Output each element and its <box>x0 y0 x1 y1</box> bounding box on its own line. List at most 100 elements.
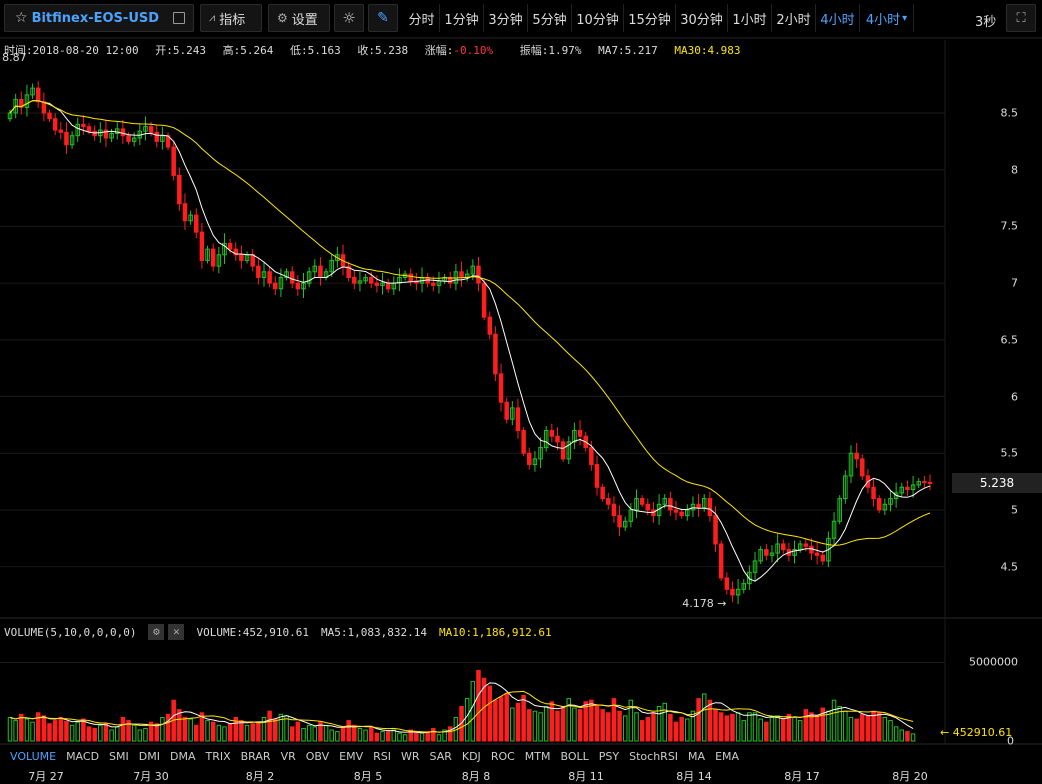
volume-bar <box>498 696 504 742</box>
ohlc-ma7: MA7:5.217 <box>598 44 658 57</box>
draw-tool-button[interactable]: ✎ <box>368 4 398 32</box>
volume-bar <box>606 712 611 742</box>
volume-current-label: ← 452910.61 <box>940 726 1013 739</box>
candle-body <box>481 282 487 318</box>
indicator-tab[interactable]: StochRSI <box>629 749 679 763</box>
candle-body <box>848 452 854 477</box>
indicator-tab[interactable]: PSY <box>598 749 620 763</box>
volume-bar <box>758 718 763 742</box>
indicator-tab[interactable]: EMA <box>715 749 740 763</box>
indicator-tab[interactable]: RSI <box>373 749 391 763</box>
indicator-tab[interactable]: VOLUME <box>10 749 57 763</box>
candle-body <box>690 503 696 511</box>
candle-body <box>820 554 826 562</box>
volume-bar <box>899 729 905 742</box>
volume-bar <box>854 718 859 742</box>
indicator-tab[interactable]: MA <box>688 749 706 763</box>
period-tab[interactable]: 10分钟 <box>572 4 624 32</box>
candle-body <box>154 131 159 142</box>
period-tab[interactable]: 4小时 ▾ <box>860 4 914 32</box>
indicator-tab[interactable]: BRAR <box>240 749 271 763</box>
volume-bar <box>143 727 148 742</box>
period-tab[interactable]: 2小时 <box>772 4 816 32</box>
volume-bar <box>848 716 854 742</box>
edit-icon[interactable] <box>173 12 185 24</box>
ma7-line <box>9 100 931 582</box>
volume-bar <box>408 729 413 742</box>
period-tab[interactable]: 1分钟 <box>440 4 484 32</box>
indicator-tab[interactable]: TRIX <box>205 749 231 763</box>
period-tab[interactable]: 3分钟 <box>484 4 528 32</box>
period-tab[interactable]: 15分钟 <box>624 4 676 32</box>
indicator-tab[interactable]: SMI <box>109 749 129 763</box>
settings-button[interactable]: ⚙ 设置 <box>268 4 330 32</box>
indicator-tab[interactable]: SAR <box>429 749 452 763</box>
volume-bar <box>583 701 588 742</box>
candle-body <box>493 333 498 375</box>
indicator-tab[interactable]: VR <box>280 749 296 763</box>
period-tab[interactable]: 1小时 <box>728 4 772 32</box>
sun-icon: ☼ <box>342 9 356 27</box>
candle-body <box>459 271 464 278</box>
ohlc-info: 时间:2018-08-20 12:00 开:5.243 高:5.264 低:5.… <box>4 42 751 58</box>
candle-body <box>199 231 205 261</box>
candle-body <box>504 401 509 420</box>
indicator-tab[interactable]: ROC <box>490 749 515 763</box>
close-icon[interactable]: ✕ <box>168 624 185 640</box>
candle-body <box>160 135 165 142</box>
candle-body <box>143 126 148 132</box>
indicator-tab[interactable]: DMA <box>169 749 196 763</box>
candle-body <box>109 132 114 139</box>
candle-body <box>792 549 797 556</box>
candle-body <box>803 543 809 547</box>
current-price-label: 5.238 <box>952 472 1042 493</box>
ohlc-change-value: -0.10% <box>453 44 494 57</box>
candle-body <box>758 549 763 562</box>
candle-body <box>35 87 41 103</box>
volume-bar <box>52 720 58 742</box>
volume-bar <box>363 729 368 742</box>
volume-ma5: MA5:1,083,832.14 <box>321 625 428 639</box>
indicators-button[interactable]: ⩘ 指标 <box>200 4 262 32</box>
candle-body <box>273 282 278 290</box>
volume-bar <box>826 710 831 742</box>
volume-bar <box>504 693 509 742</box>
fullscreen-button[interactable]: ⛶ <box>1006 4 1036 32</box>
indicator-tab[interactable]: OBV <box>305 749 330 763</box>
indicator-tab[interactable]: EMV <box>339 749 364 763</box>
volume-bar <box>888 720 893 742</box>
indicator-tab[interactable]: WR <box>400 749 420 763</box>
volume-bar <box>233 716 239 742</box>
candle-body <box>194 214 199 233</box>
symbol-selector[interactable]: ☆ Bitfinex-EOS-USD <box>4 4 194 32</box>
ohlc-high: 高:5.264 <box>222 44 274 57</box>
volume-bar <box>177 709 182 742</box>
indicator-tab[interactable]: DMI <box>138 749 160 763</box>
candle-body <box>374 282 380 286</box>
volume-value: VOLUME:452,910.61 <box>196 625 310 639</box>
period-tab[interactable]: 分时 <box>404 4 440 32</box>
settings-icon[interactable]: ⚙ <box>148 624 165 640</box>
period-tab[interactable]: 30分钟 <box>676 4 728 32</box>
volume-bar <box>289 726 295 742</box>
volume-bar <box>690 710 696 742</box>
candle-body <box>730 588 735 596</box>
volume-bar <box>194 724 199 742</box>
indicator-tab[interactable]: KDJ <box>461 749 481 763</box>
volume-bar <box>510 707 515 742</box>
volume-bar <box>13 720 18 742</box>
candle-body <box>718 543 724 579</box>
indicator-icon: ⩘ <box>209 11 216 24</box>
indicator-tab[interactable]: MACD <box>66 749 100 763</box>
candle-body <box>19 98 24 108</box>
volume-bar <box>685 718 690 742</box>
indicator-tab[interactable]: MTM <box>524 749 551 763</box>
candle-body <box>639 498 645 505</box>
date-tick-label: 8月 17 <box>784 770 820 783</box>
period-tab[interactable]: 4小时 <box>816 4 860 32</box>
period-tab[interactable]: 5分钟 <box>528 4 572 32</box>
indicator-tab[interactable]: BOLL <box>560 749 589 763</box>
star-icon[interactable]: ☆ <box>15 10 28 26</box>
theme-toggle-button[interactable]: ☼ <box>334 4 364 32</box>
